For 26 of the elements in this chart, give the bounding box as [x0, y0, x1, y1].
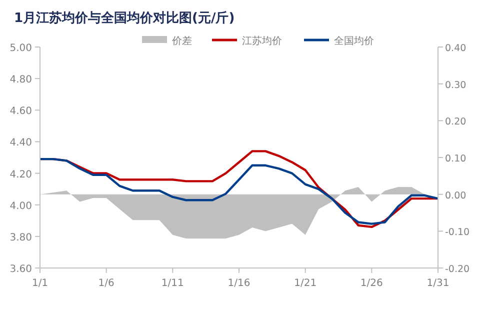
chart-title: 1月江苏均价与全国均价对比图(元/斤)	[14, 10, 235, 26]
y-tick-label: 4.80	[10, 74, 32, 86]
legend-label: 价差	[171, 35, 192, 47]
y-tick-label: 4.60	[10, 106, 32, 118]
y2-tick-label: 0.10	[445, 154, 466, 164]
y-tick-label: 4.40	[10, 138, 32, 149]
legend-label: 江苏均价	[242, 35, 282, 47]
y2-tick-label: -0.10	[445, 227, 470, 238]
x-tick-label: 1/1	[32, 278, 48, 289]
x-tick-label: 1/6	[98, 278, 114, 289]
y2-tick-label: 0.00	[445, 190, 466, 202]
y-tick-label: 4.00	[10, 200, 32, 212]
x-tick-label: 1/26	[360, 278, 383, 289]
x-tick-label: 1/31	[426, 278, 450, 289]
x-tick-label: 1/11	[161, 278, 184, 289]
y-tick-label: 5.00	[10, 43, 32, 54]
y-tick-label: 3.80	[10, 232, 32, 244]
y-tick-label: 4.20	[10, 169, 32, 180]
x-tick-label: 1/21	[294, 278, 317, 289]
x-tick-label: 1/16	[228, 278, 250, 289]
y2-tick-label: 0.40	[445, 43, 466, 54]
y-tick-label: 3.60	[10, 264, 32, 275]
y2-tick-label: -0.20	[445, 264, 470, 275]
legend-label: 全国均价	[334, 35, 374, 47]
y2-tick-label: 0.20	[445, 116, 466, 128]
y2-tick-label: 0.30	[445, 80, 466, 91]
